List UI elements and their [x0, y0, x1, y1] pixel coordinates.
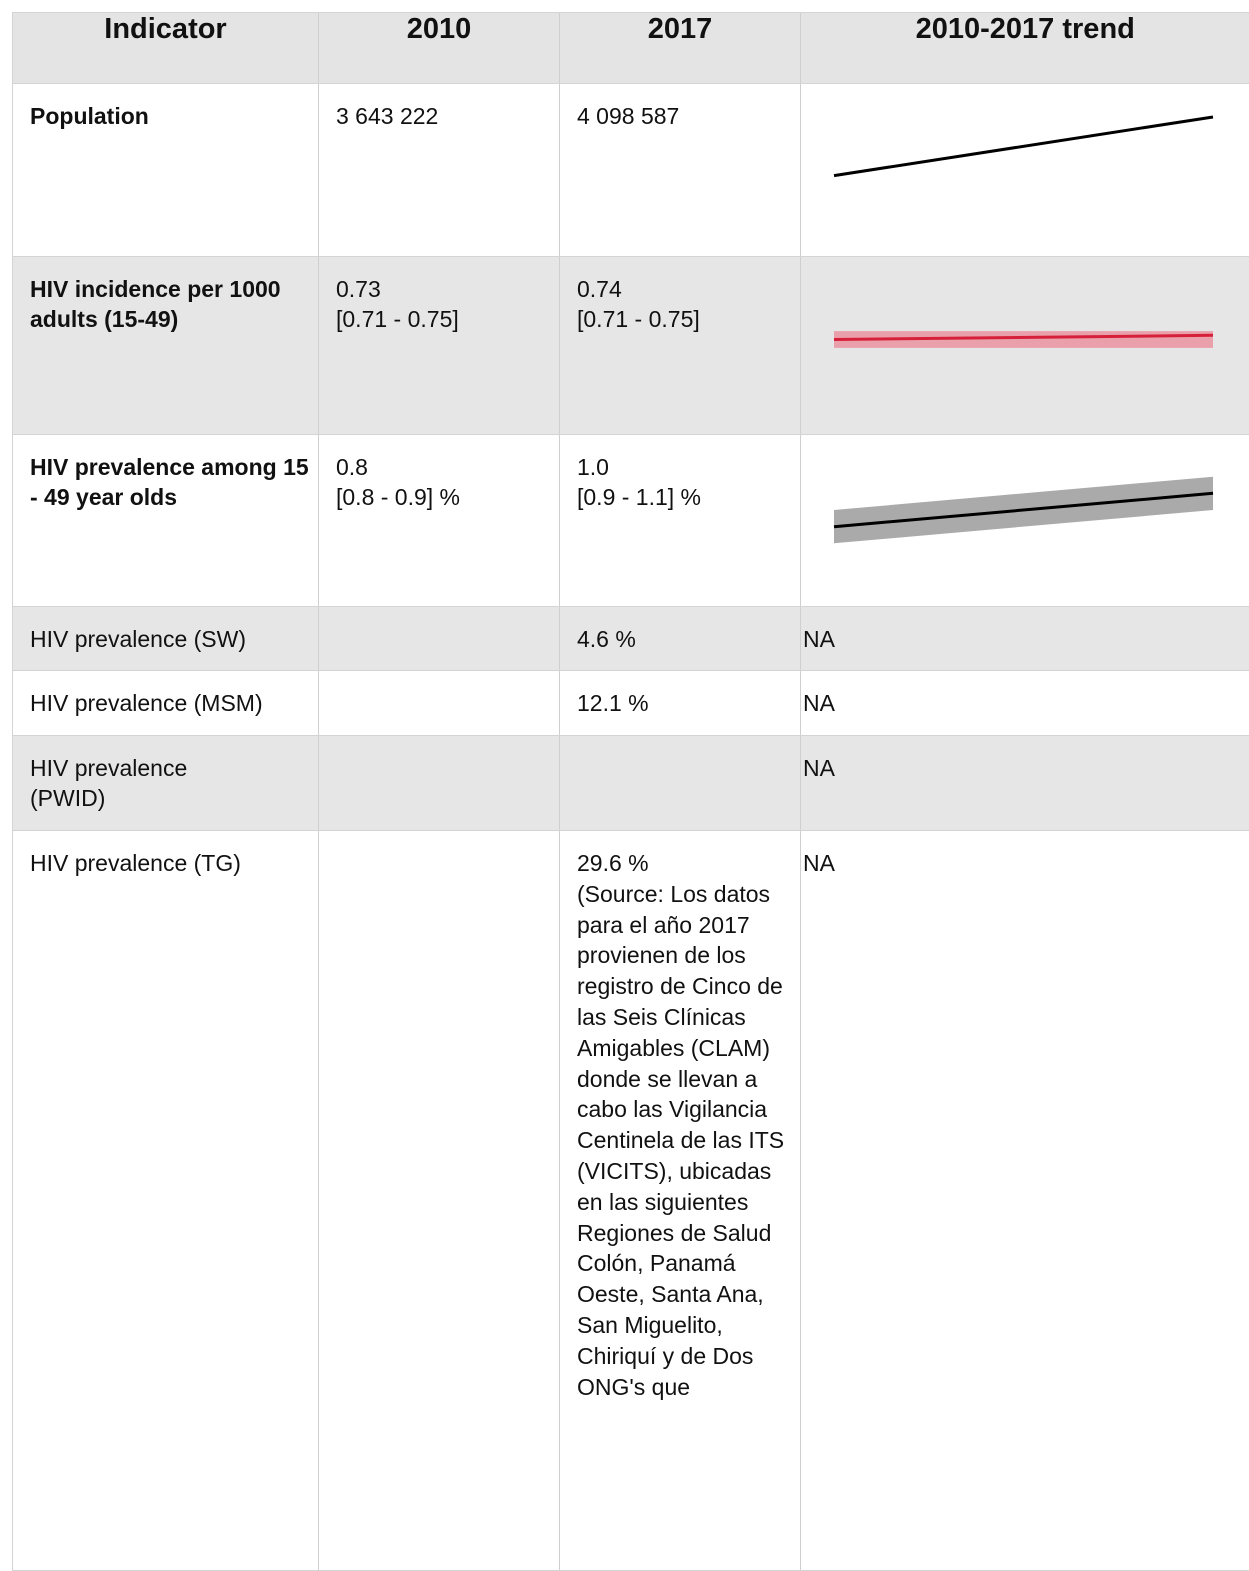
value-2017: 4 098 587: [560, 84, 800, 131]
indicator-table: Indicator 2010 2017 2010-2017 trend Popu…: [12, 12, 1249, 1571]
indicator-label: HIV prevalence (SW): [13, 607, 318, 654]
indicator-label: HIV prevalence among 15 - 49 year olds: [13, 435, 318, 512]
indicator-label: HIV prevalence (PWID): [13, 736, 318, 813]
header-row: Indicator 2010 2017 2010-2017 trend: [13, 13, 1249, 84]
table-row-population: Population 3 643 222 4 098 587: [13, 84, 1249, 257]
value-2010: [319, 607, 559, 624]
value-2010: [319, 831, 559, 848]
value-2010-range: [0.71 - 0.75]: [336, 306, 459, 332]
value-2010: [319, 671, 559, 688]
indicator-label: Population: [13, 84, 318, 131]
indicator-label: HIV prevalence (MSM): [13, 671, 318, 718]
indicator-label: HIV prevalence (TG): [13, 831, 318, 878]
value-2017: 12.1 %: [560, 671, 800, 718]
trend-chart-prevalence: [801, 435, 1249, 606]
value-2017: [560, 736, 800, 753]
trend-na: NA: [801, 607, 1249, 654]
table-row-incidence: HIV incidence per 1000 adults (15-49) 0.…: [13, 257, 1249, 435]
trend-na: NA: [801, 831, 1249, 878]
header-2017: 2017: [560, 13, 801, 84]
header-trend: 2010-2017 trend: [801, 13, 1249, 84]
table-row-prevalence: HIV prevalence among 15 - 49 year olds 0…: [13, 435, 1249, 607]
indicator-label: HIV incidence per 1000 adults (15-49): [13, 257, 318, 334]
value-2017-point: 0.74: [577, 276, 622, 302]
value-2010: 0.8 [0.8 - 0.9] %: [319, 435, 559, 512]
value-2017-source: (Source: Los datos para el año 2017 prov…: [577, 881, 784, 1400]
trend-na: NA: [801, 736, 1249, 783]
trend-line: [834, 117, 1213, 176]
header-indicator: Indicator: [13, 13, 319, 84]
value-2010: [319, 736, 559, 753]
value-2010-point: 0.8: [336, 454, 368, 480]
table-row-tg: HIV prevalence (TG) 29.6 % (Source: Los d…: [13, 831, 1249, 1571]
trend-chart-incidence: [801, 257, 1249, 434]
value-2017-point: 29.6 %: [577, 850, 649, 876]
value-2017: 0.74 [0.71 - 0.75]: [560, 257, 800, 334]
value-2010: 3 643 222: [319, 84, 559, 131]
value-2017: 4.6 %: [560, 607, 800, 654]
value-2017: 1.0 [0.9 - 1.1] %: [560, 435, 800, 512]
table-row-pwid: HIV prevalence (PWID) NA: [13, 736, 1249, 831]
table-row-msm: HIV prevalence (MSM) 12.1 % NA: [13, 671, 1249, 736]
value-2017-range: [0.71 - 0.75]: [577, 306, 700, 332]
value-2010-range: [0.8 - 0.9] %: [336, 484, 460, 510]
header-2010: 2010: [319, 13, 560, 84]
table-row-sw: HIV prevalence (SW) 4.6 % NA: [13, 607, 1249, 671]
trend-na: NA: [801, 671, 1249, 718]
value-2010: 0.73 [0.71 - 0.75]: [319, 257, 559, 334]
value-2010-point: 0.73: [336, 276, 381, 302]
value-2017-range: [0.9 - 1.1] %: [577, 484, 701, 510]
value-2017: 29.6 % (Source: Los datos para el año 201…: [560, 831, 800, 1402]
value-2017-point: 1.0: [577, 454, 609, 480]
trend-chart-population: [801, 84, 1249, 256]
